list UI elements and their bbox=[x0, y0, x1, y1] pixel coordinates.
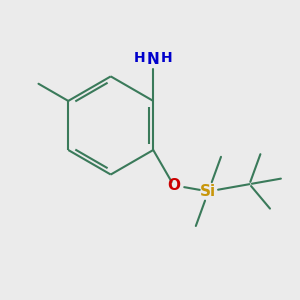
Text: H: H bbox=[161, 51, 173, 65]
Text: O: O bbox=[167, 178, 180, 193]
Text: Si: Si bbox=[200, 184, 217, 199]
Text: N: N bbox=[147, 52, 160, 67]
Text: H: H bbox=[134, 51, 145, 65]
